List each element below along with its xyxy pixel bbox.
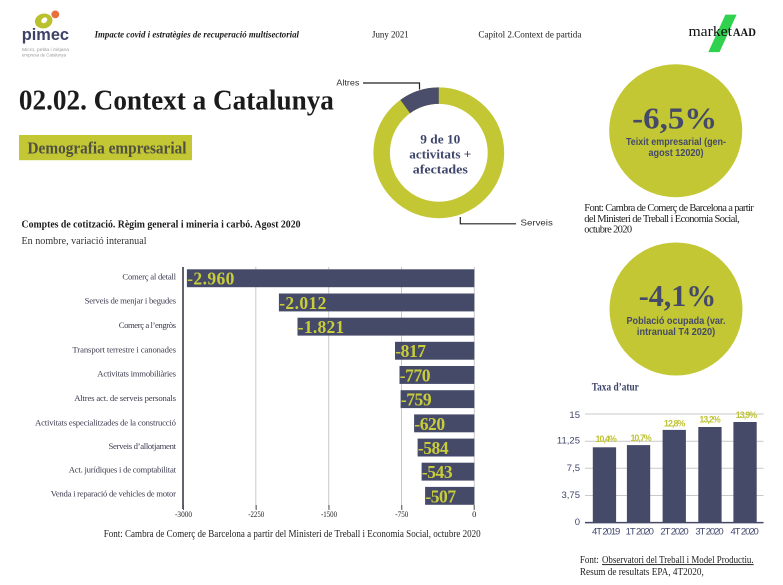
svg-text:0: 0: [575, 517, 580, 528]
svg-text:-543: -543: [422, 462, 453, 482]
svg-text:AAD: AAD: [733, 27, 756, 39]
svg-text:del Ministeri de Treball i Eco: del Ministeri de Treball i Economia Soci…: [584, 214, 739, 225]
svg-text:7,5: 7,5: [567, 463, 580, 474]
svg-text:12,8%: 12,8%: [664, 418, 685, 428]
svg-text:10,7%: 10,7%: [630, 433, 651, 443]
svg-text:Serveis: Serveis: [521, 218, 553, 228]
svg-text:Impacte covid i estratègies de: Impacte covid i estratègies de recuperac…: [94, 31, 300, 41]
svg-text:-750: -750: [395, 509, 408, 519]
svg-text:Comerç al detall: Comerç al detall: [122, 271, 176, 281]
svg-text:11,25: 11,25: [557, 436, 580, 447]
svg-text:3T 2020: 3T 2020: [695, 526, 723, 537]
svg-text:Juny 2021: Juny 2021: [372, 31, 409, 41]
svg-text:-6,5%: -6,5%: [632, 101, 717, 135]
svg-text:10,4%: 10,4%: [596, 434, 617, 444]
svg-text:activitats +: activitats +: [409, 147, 471, 162]
svg-text:-1.821: -1.821: [298, 317, 345, 337]
svg-text:-4,1%: -4,1%: [639, 279, 717, 313]
svg-text:Població ocupada (var.: Població ocupada (var.: [627, 316, 726, 327]
svg-text:-770: -770: [400, 365, 431, 385]
svg-text:-584: -584: [418, 438, 449, 458]
svg-text:2T 2020: 2T 2020: [660, 526, 688, 537]
svg-text:Font: Cambra de Comerç de Barc: Font: Cambra de Comerç de Barcelona a pa…: [104, 529, 481, 540]
svg-text:Observatori del Treball i Mode: Observatori del Treball i Model Producti…: [602, 555, 754, 566]
svg-text:4T 2019: 4T 2019: [592, 526, 620, 537]
svg-text:Activitats immobiliàries: Activitats immobiliàries: [97, 369, 176, 379]
svg-text:octubre 2020: octubre 2020: [584, 225, 632, 236]
svg-text:4T 2020: 4T 2020: [731, 526, 759, 537]
svg-text:3,75: 3,75: [562, 490, 581, 501]
svg-text:Font:: Font:: [580, 555, 599, 566]
svg-text:Altres act. de serveis persona: Altres act. de serveis personals: [74, 393, 176, 403]
svg-text:Font: Cambra de Comerç de Barc: Font: Cambra de Comerç de Barcelona a pa…: [584, 203, 754, 214]
svg-text:En nombre, variació interanual: En nombre, variació interanual: [22, 236, 147, 247]
svg-text:-1500: -1500: [321, 509, 337, 519]
svg-text:pimec: pimec: [22, 25, 69, 44]
svg-text:empresa de Catalunya: empresa de Catalunya: [22, 53, 66, 59]
svg-text:-3000: -3000: [175, 509, 192, 519]
svg-text:Altres: Altres: [336, 78, 359, 88]
svg-text:13,2%: 13,2%: [699, 414, 720, 424]
svg-text:Act. jurídiques i de comptabil: Act. jurídiques i de comptabilitat: [69, 465, 177, 475]
svg-text:Micro, petita i mitjana: Micro, petita i mitjana: [22, 47, 69, 53]
svg-text:9 de 10: 9 de 10: [420, 131, 460, 146]
svg-text:-2.960: -2.960: [187, 269, 234, 289]
svg-text:02.02. Context a Catalunya: 02.02. Context a Catalunya: [19, 84, 334, 116]
svg-text:Comptes de cotització. Règim g: Comptes de cotització. Règim general i m…: [22, 218, 301, 230]
svg-text:0: 0: [472, 509, 476, 519]
svg-text:market: market: [689, 24, 733, 40]
svg-text:Serveis de menjar i begudes: Serveis de menjar i begudes: [85, 296, 177, 306]
svg-text:intranual T4 2020): intranual T4 2020): [637, 327, 715, 338]
svg-text:-2.012: -2.012: [279, 293, 326, 313]
svg-text:agost 12020): agost 12020): [649, 148, 704, 159]
svg-text:-507: -507: [425, 486, 456, 506]
svg-text:Venda i reparació de vehicles: Venda i reparació de vehicles de motor: [51, 488, 176, 498]
svg-text:afectades: afectades: [413, 162, 468, 177]
svg-text:Serveis d’allotjament: Serveis d’allotjament: [109, 441, 177, 451]
svg-text:-759: -759: [401, 390, 432, 410]
svg-text:Transport terrestre i canonade: Transport terrestre i canonades: [72, 345, 176, 355]
svg-text:1T 2020: 1T 2020: [626, 526, 654, 537]
svg-text:Taxa d’atur: Taxa d’atur: [592, 382, 639, 394]
svg-text:Capítol 2.Context de partida: Capítol 2.Context de partida: [478, 31, 582, 41]
svg-text:13,9%: 13,9%: [736, 410, 757, 420]
svg-text:Activitats especialitzades de: Activitats especialitzades de la constru…: [35, 418, 177, 428]
svg-text:-2250: -2250: [248, 509, 264, 519]
svg-text:15: 15: [569, 410, 580, 421]
svg-text:Demografia empresarial: Demografia empresarial: [28, 139, 187, 158]
svg-text:-620: -620: [414, 414, 445, 434]
svg-text:-817: -817: [395, 341, 426, 361]
svg-text:Resum de resultats EPA, 4T2020: Resum de resultats EPA, 4T2020,: [580, 567, 704, 578]
svg-text:Teixit empresarial (gen-: Teixit empresarial (gen-: [626, 137, 726, 148]
svg-text:Comerç a l’engròs: Comerç a l’engròs: [119, 320, 177, 330]
